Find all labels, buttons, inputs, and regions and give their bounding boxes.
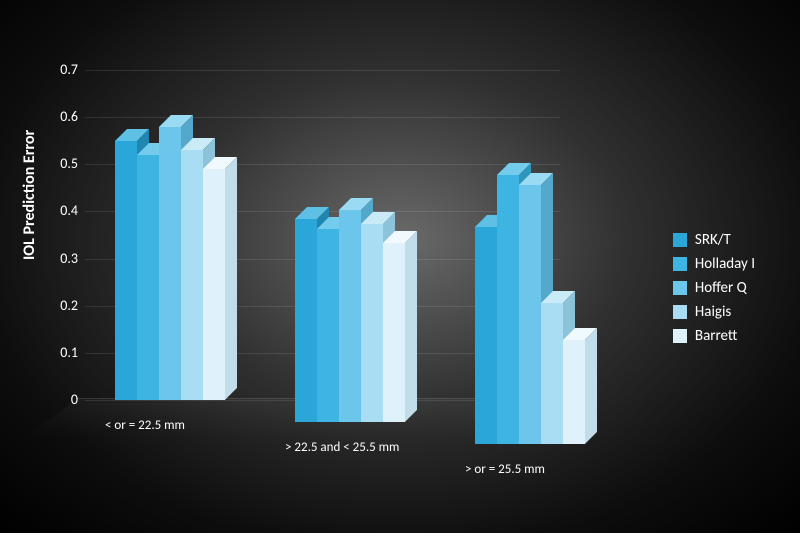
- legend-item: Holladay I: [673, 255, 755, 273]
- legend-swatch: [673, 329, 687, 343]
- legend-swatch: [673, 281, 687, 295]
- legend-label: Hoffer Q: [695, 279, 747, 297]
- y-tick: 0.3: [38, 250, 78, 267]
- x-category-label: < or = 22.5 mm: [105, 418, 185, 433]
- bar: [541, 303, 563, 444]
- gridline: [85, 117, 560, 118]
- legend-swatch: [673, 257, 687, 271]
- bar: [203, 169, 225, 400]
- x-category-label: > or = 25.5 mm: [465, 462, 545, 477]
- legend-swatch: [673, 233, 687, 247]
- y-tick: 0.2: [38, 297, 78, 314]
- bar: [339, 210, 361, 422]
- legend-label: SRK/T: [695, 231, 731, 249]
- y-tick: 0.4: [38, 202, 78, 219]
- bar: [563, 340, 585, 444]
- bar: [519, 185, 541, 444]
- y-tick: 0: [38, 391, 78, 408]
- legend-item: Haigis: [673, 303, 755, 321]
- bar: [181, 150, 203, 400]
- x-category-label: > 22.5 and < 25.5 mm: [285, 440, 399, 455]
- y-tick: 0.1: [38, 344, 78, 361]
- y-tick: 0.5: [38, 155, 78, 172]
- legend-swatch: [673, 305, 687, 319]
- legend-item: Barrett: [673, 327, 755, 345]
- y-axis-label: IOL Prediction Error: [20, 130, 39, 260]
- legend: SRK/T Holladay I Hoffer Q Haigis Barrett: [673, 225, 755, 351]
- y-tick: 0.7: [38, 61, 78, 78]
- legend-label: Barrett: [695, 327, 738, 345]
- bar: [115, 141, 137, 400]
- bar: [475, 227, 497, 444]
- gridline: [85, 70, 560, 71]
- legend-item: Hoffer Q: [673, 279, 755, 297]
- legend-item: SRK/T: [673, 231, 755, 249]
- bar: [137, 155, 159, 400]
- bar: [317, 229, 339, 422]
- chart-3d-bar: IOL Prediction Error 0 0.1 0.2 0.3 0.4 0.5 0.6…: [0, 0, 800, 533]
- bar: [497, 175, 519, 444]
- bar: [361, 224, 383, 422]
- y-tick: 0.6: [38, 108, 78, 125]
- bar: [383, 243, 405, 422]
- legend-label: Haigis: [695, 303, 731, 321]
- bar: [295, 219, 317, 422]
- bar: [159, 127, 181, 400]
- legend-label: Holladay I: [695, 255, 755, 273]
